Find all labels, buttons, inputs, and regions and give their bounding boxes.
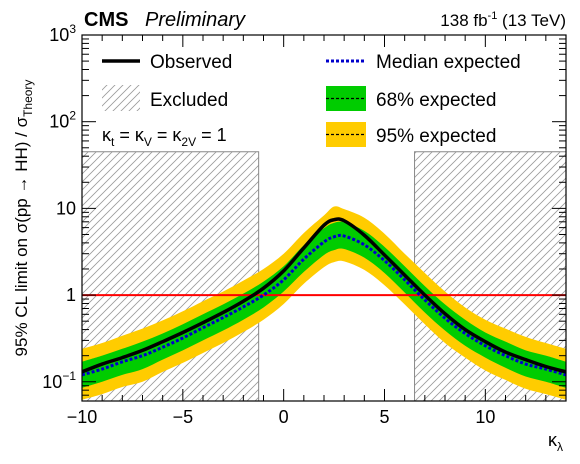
x-axis-label: κλ <box>548 430 563 454</box>
observed-line <box>82 217 566 374</box>
x-tick-label: 10 <box>475 407 495 427</box>
y-tick-label: 103 <box>49 22 76 45</box>
y-tick-label: 102 <box>49 109 76 132</box>
legend-95-label: 95% expected <box>376 126 496 147</box>
y-axis-label-main: 95% CL limit on σ(pp → HH) / σ <box>12 116 31 356</box>
luminosity-label: 138 fb-1 (13 TeV) <box>440 10 566 30</box>
cond-s3: 2V <box>181 135 196 149</box>
cond-k1: κ <box>102 125 112 145</box>
legend-excluded-label: Excluded <box>150 90 228 111</box>
preliminary-label: Preliminary <box>145 9 246 31</box>
y-tick-label: 1 <box>66 285 76 305</box>
energy-label: (13 TeV) <box>497 11 566 30</box>
x-tick-label: 5 <box>379 407 389 427</box>
cond-eq2: = κ <box>152 125 183 145</box>
coupling-condition-text: κt = κV = κ2V = 1 <box>102 125 227 149</box>
x-tick-label: −5 <box>173 407 194 427</box>
x-tick-label: −10 <box>67 407 98 427</box>
band-95-expected <box>82 206 566 400</box>
plot-area <box>82 151 566 401</box>
x-axis: −10 −5 0 5 10 <box>67 35 567 427</box>
cms-label: CMS <box>84 9 128 31</box>
cond-s1: t <box>111 135 115 149</box>
band-68-expected <box>82 221 566 388</box>
x-tick-label: 0 <box>279 407 289 427</box>
y-axis-label-sub: Theory <box>21 80 35 117</box>
lumi-exponent: -1 <box>488 10 498 22</box>
x-axis-label-sub: λ <box>557 440 563 454</box>
legend-median-label: Median expected <box>376 52 521 73</box>
x-axis-label-main: κ <box>548 430 558 450</box>
y-axis: 10−1 1 10 102 103 <box>42 22 566 402</box>
legend-excluded-swatch <box>102 85 140 111</box>
legend: Observed Excluded Median expected 68% ex… <box>102 52 521 147</box>
cond-eq1: = κ <box>114 125 145 145</box>
legend-observed-label: Observed <box>150 52 232 73</box>
legend-68-label: 68% expected <box>376 90 496 111</box>
y-tick-label: 10−1 <box>42 369 76 392</box>
lumi-value: 138 fb <box>440 11 487 30</box>
cond-eq3: = 1 <box>196 125 227 145</box>
y-tick-label: 10 <box>56 198 76 218</box>
median-expected-line <box>82 233 566 377</box>
cond-s2: V <box>144 135 152 149</box>
y-axis-label: 95% CL limit on σ(pp → HH) / σTheory <box>12 80 35 357</box>
